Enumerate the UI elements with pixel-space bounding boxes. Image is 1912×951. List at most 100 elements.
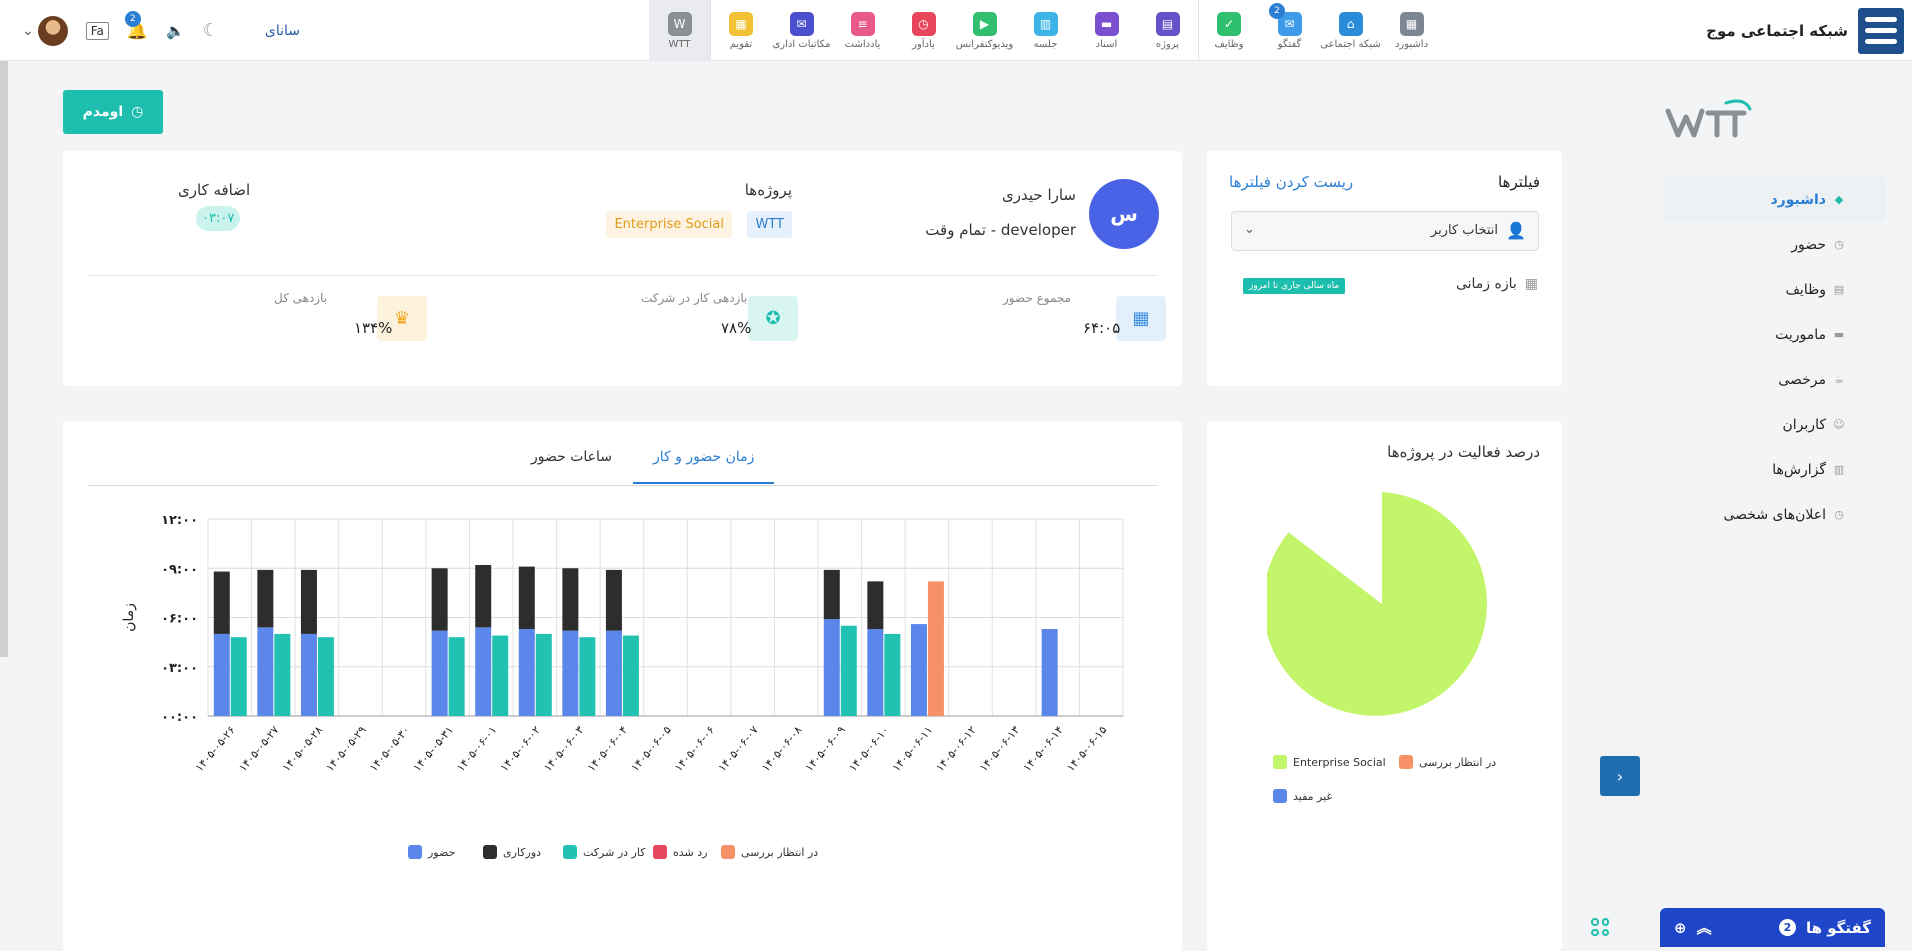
legend-swatch xyxy=(563,845,577,859)
moon-icon[interactable]: ☾ xyxy=(202,20,219,41)
speaker-icon[interactable]: 🔈 xyxy=(166,21,185,40)
legend-label: در انتظار بررسی xyxy=(1419,755,1497,769)
overtime-value: ۰۳:۰۷ xyxy=(196,206,241,231)
chat-label: گفتگو ها xyxy=(1805,918,1871,937)
reset-filters-link[interactable]: ریست کردن فیلترها xyxy=(1229,173,1354,191)
bar-2-5 xyxy=(448,637,465,716)
home-icon: ⌂ xyxy=(1338,11,1363,36)
x-tick-label: ۱۴۰۵-۰۶-۱۰ xyxy=(846,724,891,775)
sidebar-item-cup[interactable]: مرخصی ☕ xyxy=(1664,357,1886,402)
overtime-title: اضافه کاری xyxy=(178,181,251,199)
user-select[interactable]: 👤 انتخاب کاربر ⌄ xyxy=(1231,211,1539,251)
app-presentation[interactable]: ▤ پروژه xyxy=(1137,0,1198,61)
chart-tabs: زمان حضور و کار ساعات حضور xyxy=(88,431,1158,486)
sidebar-item-users[interactable]: کاربران ☺ xyxy=(1664,402,1886,447)
filters-card: فیلترها ریست کردن فیلترها 👤 انتخاب کاربر… xyxy=(1207,151,1562,386)
app-wtt[interactable]: W WTT xyxy=(649,0,710,61)
brand[interactable]: شبکه اجتماعی موج xyxy=(1706,0,1912,61)
tab-work-time[interactable]: زمان حضور و کار xyxy=(633,449,775,484)
pie-chart xyxy=(1267,492,1487,716)
app-alarm[interactable]: ◷ یادآور xyxy=(893,0,954,61)
sidebar-item-tasks[interactable]: وظایف ▤ xyxy=(1664,267,1886,312)
sidebar-item-label: اعلان‌های شخصی xyxy=(1723,506,1826,523)
chevron-right-icon[interactable]: › xyxy=(1600,756,1640,796)
chart-legend-item: رد شده xyxy=(653,845,707,859)
bar-chart: ۰۰:۰۰۰۳:۰۰۰۶:۰۰۰۹:۰۰۱۲:۰۰زمان۱۴۰۵-۰۵-۲۶۱… xyxy=(121,516,1124,775)
bar-2-14 xyxy=(840,625,857,716)
x-tick-label: ۱۴۰۵-۰۶-۰۹ xyxy=(803,724,849,775)
app-label: اسناد xyxy=(1095,38,1118,50)
company-name[interactable]: سانای xyxy=(264,22,301,39)
sidebar-item-label: داشبورد xyxy=(1770,191,1827,208)
bar-2-1 xyxy=(274,633,291,716)
notifications-badge: 2 xyxy=(124,10,141,27)
notifications-button[interactable]: 🔔 2 xyxy=(124,10,148,41)
app-note[interactable]: ≡ یادداشت xyxy=(832,0,893,61)
pie-legend-item: غیر مفید xyxy=(1273,789,1332,803)
avatar[interactable] xyxy=(37,15,68,46)
folder-icon: ▬ xyxy=(1094,11,1119,36)
x-tick-label: ۱۴۰۵-۰۶-۰۳ xyxy=(541,724,587,775)
y-tick-label: ۰۶:۰۰ xyxy=(161,612,198,627)
app-label: جلسه xyxy=(1033,38,1058,50)
page-scrollbar[interactable] xyxy=(0,61,8,657)
bar-4-16 xyxy=(927,581,944,716)
bar-2-2 xyxy=(317,637,334,716)
y-tick-label: ۰۳:۰۰ xyxy=(161,661,198,676)
top-left-tools: ⌄ Fa 🔔 2 🔈 ☾ سانای xyxy=(0,0,300,61)
check-icon: ✓ xyxy=(1217,11,1241,36)
app-calendar[interactable]: ▦ تقویم xyxy=(710,0,771,61)
sidebar-item-clock[interactable]: حضور ◷ xyxy=(1664,222,1886,267)
bar-2-6 xyxy=(492,635,509,716)
app-meeting[interactable]: ▥ جلسه xyxy=(1015,0,1076,61)
chat-bar[interactable]: ⊕ ︽ 2 گفتگو ها xyxy=(1660,908,1885,947)
legend-swatch xyxy=(1273,789,1287,803)
app-home[interactable]: ⌂ شبکه اجتماعی xyxy=(1320,0,1381,61)
date-range[interactable]: بازه زمانی ▦ xyxy=(1456,276,1538,292)
app-switcher: ▦ داشبورد ⌂ شبکه اجتماعی ✉ گفتگو 2 ✓ وظایف ▤ پروژه… xyxy=(649,0,1442,61)
sidebar-item-layers[interactable]: داشبورد ◆ xyxy=(1664,177,1886,222)
x-tick-label: ۱۴۰۵-۰۶-۱۴ xyxy=(1020,724,1066,775)
app-video[interactable]: ▶ ویدیوکنفرانس xyxy=(954,0,1015,61)
apps-grid-icon[interactable] xyxy=(1591,918,1609,936)
app-label: مکاتبات اداری xyxy=(772,38,831,50)
brand-logo-icon xyxy=(1858,7,1904,54)
user-name: سارا حیدری xyxy=(1002,186,1076,204)
chevron-up-icon[interactable]: ︽ xyxy=(1696,919,1712,937)
y-tick-label: ۰۹:۰۰ xyxy=(161,562,198,577)
clock-icon: ◷ xyxy=(1834,238,1844,251)
chart-legend-item: دورکاری xyxy=(483,845,541,859)
sidebar-item-report[interactable]: گزارش‌ها ▥ xyxy=(1664,447,1886,492)
app-label: وظایف xyxy=(1214,38,1244,50)
app-mail[interactable]: ✉ مکاتبات اداری xyxy=(771,0,832,61)
attend-button[interactable]: اومدم ◷ xyxy=(63,90,163,134)
app-label: WTT xyxy=(668,38,691,50)
legend-label: غیر مفید xyxy=(1293,789,1333,803)
sidebar-item-label: مرخصی xyxy=(1778,371,1826,388)
app-chat[interactable]: ✉ گفتگو 2 xyxy=(1259,0,1320,61)
language-button[interactable]: Fa xyxy=(85,21,109,40)
bar-0-8 xyxy=(562,630,579,716)
app-check[interactable]: ✓ وظایف xyxy=(1198,0,1259,61)
app-folder[interactable]: ▬ اسناد xyxy=(1076,0,1137,61)
plus-circle-icon[interactable]: ⊕ xyxy=(1674,918,1687,937)
presentation-icon: ▤ xyxy=(1155,11,1180,36)
stat-title: بازدهی کار در شرکت xyxy=(641,291,748,305)
grid-icon: ▦ xyxy=(1399,11,1424,36)
chevron-down-icon[interactable]: ⌄ xyxy=(22,22,34,39)
tab-attendance-hours[interactable]: ساعات حضور xyxy=(531,449,613,465)
chat-badge: 2 xyxy=(1778,919,1796,936)
chart-legend-item: در انتظار بررسی xyxy=(721,845,818,859)
user-role: تمام وقت - developer xyxy=(925,221,1076,239)
date-range-tag[interactable]: ماه سالی جاری تا امروز xyxy=(1243,278,1346,294)
user-icon: 👤 xyxy=(1506,221,1526,240)
sidebar-item-briefcase[interactable]: ماموریت ▬ xyxy=(1664,312,1886,357)
date-range-label: بازه زمانی xyxy=(1455,276,1517,292)
x-tick-label: ۱۴۰۵-۰۶-۰۴ xyxy=(585,724,631,775)
project-tag: WTT xyxy=(747,211,792,238)
app-grid[interactable]: ▦ داشبورد xyxy=(1381,0,1442,61)
sidebar-item-bell[interactable]: اعلان‌های شخصی ◷ xyxy=(1664,492,1886,537)
calendar-icon: ▦ xyxy=(1524,276,1538,292)
x-tick-label: ۱۴۰۵-۰۵-۳۰ xyxy=(367,724,412,775)
legend-label: رد شده xyxy=(673,845,708,859)
